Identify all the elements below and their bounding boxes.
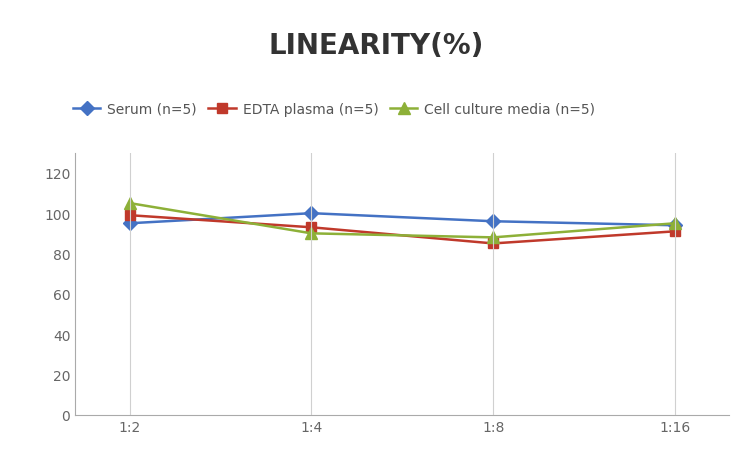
Cell culture media (n=5): [671, 221, 680, 226]
Line: Serum (n=5): Serum (n=5): [125, 209, 680, 230]
EDTA plasma (n=5): [489, 241, 498, 247]
EDTA plasma (n=5): [125, 213, 134, 218]
Serum (n=5): [489, 219, 498, 225]
Cell culture media (n=5): [307, 231, 316, 236]
Serum (n=5): [671, 223, 680, 229]
Text: LINEARITY(%): LINEARITY(%): [268, 32, 484, 60]
Serum (n=5): [125, 221, 134, 226]
Line: Cell culture media (n=5): Cell culture media (n=5): [124, 198, 681, 244]
Line: EDTA plasma (n=5): EDTA plasma (n=5): [125, 211, 680, 249]
Legend: Serum (n=5), EDTA plasma (n=5), Cell culture media (n=5): Serum (n=5), EDTA plasma (n=5), Cell cul…: [67, 97, 601, 122]
Serum (n=5): [307, 211, 316, 216]
EDTA plasma (n=5): [307, 225, 316, 230]
Cell culture media (n=5): [489, 235, 498, 240]
Cell culture media (n=5): [125, 201, 134, 207]
EDTA plasma (n=5): [671, 229, 680, 235]
